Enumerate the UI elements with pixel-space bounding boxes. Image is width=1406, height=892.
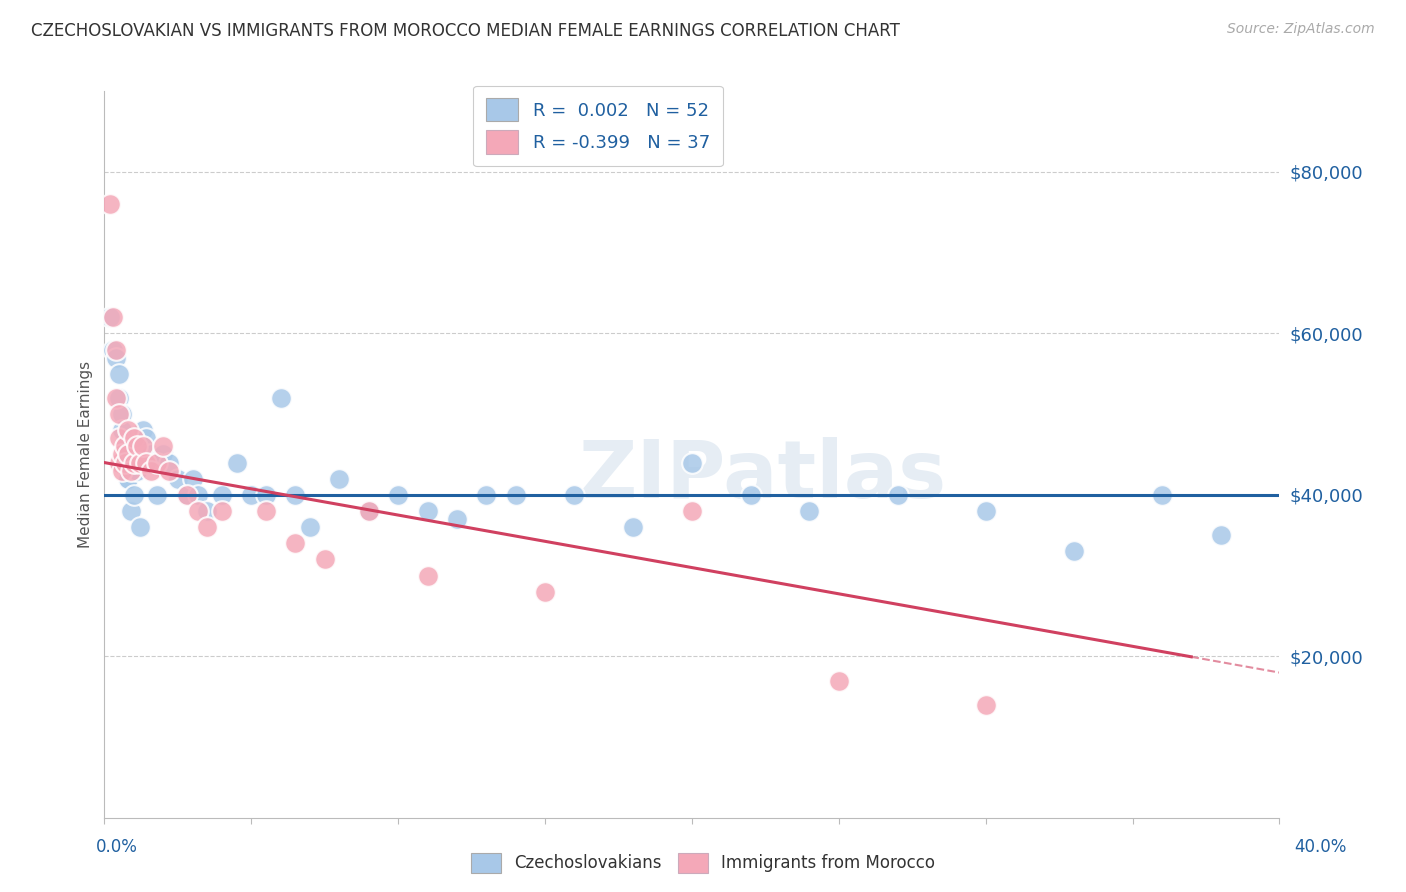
Point	[105, 343, 128, 357]
Point	[974, 698, 997, 712]
Point	[157, 464, 180, 478]
Point	[114, 456, 136, 470]
Point	[505, 488, 527, 502]
Point	[564, 488, 586, 502]
Point	[270, 391, 292, 405]
Text: 0.0%: 0.0%	[96, 838, 138, 855]
Point	[1063, 544, 1085, 558]
Point	[108, 367, 131, 381]
Text: 40.0%: 40.0%	[1295, 838, 1347, 855]
Point	[828, 673, 851, 688]
Point	[120, 504, 142, 518]
Point	[134, 456, 156, 470]
Point	[886, 488, 908, 502]
Point	[681, 504, 703, 518]
Point	[111, 423, 134, 437]
Point	[120, 464, 142, 478]
Point	[108, 407, 131, 421]
Point	[152, 439, 174, 453]
Point	[125, 464, 148, 478]
Point	[105, 391, 128, 405]
Point	[254, 504, 277, 518]
Point	[114, 456, 136, 470]
Point	[681, 456, 703, 470]
Point	[1209, 528, 1232, 542]
Point	[141, 448, 163, 462]
Point	[114, 439, 136, 453]
Point	[111, 448, 134, 462]
Point	[446, 512, 468, 526]
Point	[103, 310, 125, 325]
Point	[117, 472, 139, 486]
Point	[146, 488, 169, 502]
Point	[284, 488, 307, 502]
Point	[166, 472, 188, 486]
Point	[122, 456, 145, 470]
Point	[357, 504, 380, 518]
Point	[122, 456, 145, 470]
Point	[98, 310, 121, 325]
Point	[117, 448, 139, 462]
Point	[152, 448, 174, 462]
Text: CZECHOSLOVAKIAN VS IMMIGRANTS FROM MOROCCO MEDIAN FEMALE EARNINGS CORRELATION CH: CZECHOSLOVAKIAN VS IMMIGRANTS FROM MOROC…	[31, 22, 900, 40]
Point	[187, 488, 209, 502]
Point	[534, 584, 557, 599]
Text: Source: ZipAtlas.com: Source: ZipAtlas.com	[1227, 22, 1375, 37]
Point	[111, 407, 134, 421]
Text: ZIPatlas: ZIPatlas	[578, 437, 946, 516]
Point	[211, 488, 233, 502]
Point	[284, 536, 307, 550]
Point	[117, 423, 139, 437]
Point	[98, 197, 121, 211]
Point	[974, 504, 997, 518]
Point	[125, 439, 148, 453]
Point	[195, 504, 218, 518]
Point	[799, 504, 821, 518]
Point	[298, 520, 321, 534]
Point	[240, 488, 263, 502]
Point	[141, 464, 163, 478]
Point	[138, 456, 160, 470]
Point	[108, 431, 131, 445]
Point	[134, 431, 156, 445]
Point	[416, 504, 439, 518]
Point	[103, 343, 125, 357]
Point	[195, 520, 218, 534]
Point	[187, 504, 209, 518]
Point	[621, 520, 644, 534]
Point	[105, 351, 128, 365]
Point	[328, 472, 350, 486]
Point	[475, 488, 498, 502]
Point	[108, 391, 131, 405]
Point	[176, 488, 198, 502]
Point	[117, 472, 139, 486]
Point	[181, 472, 204, 486]
Point	[357, 504, 380, 518]
Point	[157, 456, 180, 470]
Y-axis label: Median Female Earnings: Median Female Earnings	[79, 361, 93, 548]
Point	[114, 439, 136, 453]
Point	[128, 456, 150, 470]
Point	[131, 423, 153, 437]
Point	[740, 488, 762, 502]
Point	[314, 552, 336, 566]
Point	[254, 488, 277, 502]
Legend: Czechoslovakians, Immigrants from Morocco: Czechoslovakians, Immigrants from Morocc…	[464, 847, 942, 880]
Point	[122, 431, 145, 445]
Legend: R =  0.002   N = 52, R = -0.399   N = 37: R = 0.002 N = 52, R = -0.399 N = 37	[474, 86, 723, 166]
Point	[211, 504, 233, 518]
Point	[1150, 488, 1173, 502]
Point	[131, 439, 153, 453]
Point	[108, 456, 131, 470]
Point	[128, 520, 150, 534]
Point	[146, 456, 169, 470]
Point	[416, 568, 439, 582]
Point	[176, 488, 198, 502]
Point	[225, 456, 247, 470]
Point	[111, 464, 134, 478]
Point	[122, 488, 145, 502]
Point	[387, 488, 409, 502]
